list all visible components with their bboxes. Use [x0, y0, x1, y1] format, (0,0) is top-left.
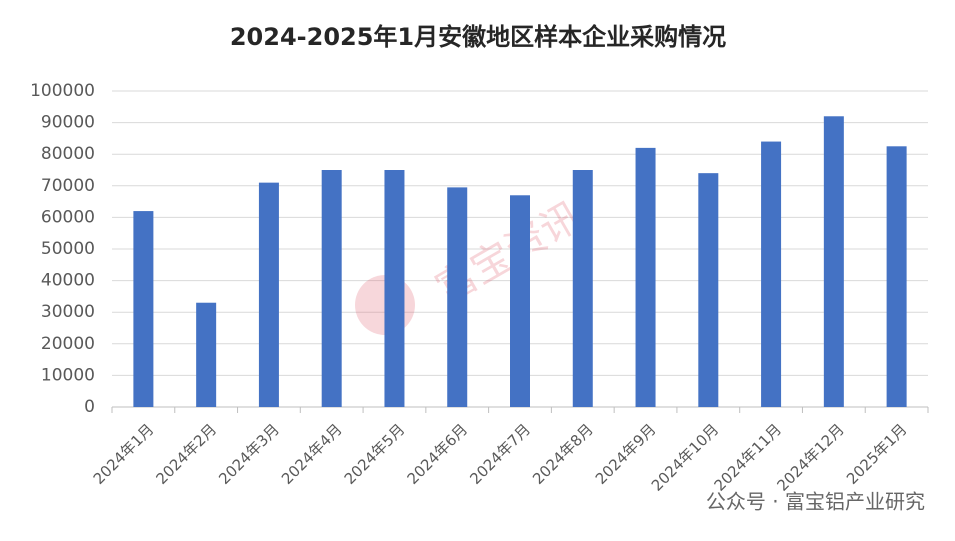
y-tick-label: 90000 [41, 113, 95, 133]
bar [823, 116, 844, 407]
bar [635, 147, 656, 407]
bar [698, 173, 719, 407]
bar [133, 211, 154, 407]
y-tick-label: 60000 [41, 207, 95, 227]
y-tick-label: 50000 [41, 239, 95, 259]
y-tick-label: 100000 [30, 81, 95, 101]
y-tick-label: 70000 [41, 176, 95, 196]
bar [761, 141, 782, 407]
bar [886, 146, 907, 408]
chart-title: 2024-2025年1月安徽地区样本企业采购情况 [230, 23, 726, 51]
y-tick-label: 40000 [41, 271, 95, 291]
y-tick-label: 30000 [41, 302, 95, 322]
y-tick-label: 80000 [41, 144, 95, 164]
bar [447, 187, 468, 407]
bar [510, 195, 530, 407]
bar [572, 170, 593, 407]
y-tick-label: 20000 [41, 334, 95, 354]
bar [196, 302, 217, 407]
y-tick-label: 10000 [41, 365, 95, 385]
bar [258, 182, 279, 407]
y-tick-label: 0 [84, 397, 95, 417]
bar [384, 170, 405, 407]
source-note: 公众号 · 富宝铝产业研究 [706, 490, 925, 514]
bar [321, 170, 342, 407]
